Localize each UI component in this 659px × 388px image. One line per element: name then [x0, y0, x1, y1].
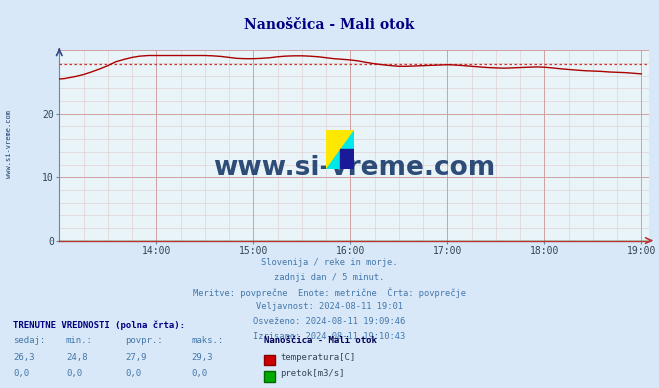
Text: maks.:: maks.: — [191, 336, 223, 345]
Text: povpr.:: povpr.: — [125, 336, 163, 345]
Text: Izrisano: 2024-08-11 19:10:43: Izrisano: 2024-08-11 19:10:43 — [253, 332, 406, 341]
Text: Nanoščica - Mali otok: Nanoščica - Mali otok — [244, 18, 415, 32]
Text: Osveženo: 2024-08-11 19:09:46: Osveženo: 2024-08-11 19:09:46 — [253, 317, 406, 326]
Text: Meritve: povprečne  Enote: metrične  Črta: povprečje: Meritve: povprečne Enote: metrične Črta:… — [193, 288, 466, 298]
Text: pretok[m3/s]: pretok[m3/s] — [280, 369, 345, 378]
Text: sedaj:: sedaj: — [13, 336, 45, 345]
Text: 0,0: 0,0 — [125, 369, 141, 378]
Text: 0,0: 0,0 — [66, 369, 82, 378]
Text: min.:: min.: — [66, 336, 93, 345]
Text: temperatura[C]: temperatura[C] — [280, 353, 355, 362]
Text: 29,3: 29,3 — [191, 353, 213, 362]
Polygon shape — [326, 130, 354, 169]
Polygon shape — [326, 130, 354, 169]
Text: Nanoščica - Mali otok: Nanoščica - Mali otok — [264, 336, 376, 345]
Text: 27,9: 27,9 — [125, 353, 147, 362]
Text: Veljavnost: 2024-08-11 19:01: Veljavnost: 2024-08-11 19:01 — [256, 302, 403, 311]
Text: Slovenija / reke in morje.: Slovenija / reke in morje. — [261, 258, 398, 267]
Text: 0,0: 0,0 — [191, 369, 207, 378]
Polygon shape — [340, 149, 354, 169]
Text: www.si-vreme.com: www.si-vreme.com — [213, 155, 496, 181]
Text: www.si-vreme.com: www.si-vreme.com — [5, 109, 12, 178]
Text: 26,3: 26,3 — [13, 353, 35, 362]
Text: TRENUTNE VREDNOSTI (polna črta):: TRENUTNE VREDNOSTI (polna črta): — [13, 320, 185, 329]
Text: 24,8: 24,8 — [66, 353, 88, 362]
Text: 0,0: 0,0 — [13, 369, 29, 378]
Text: zadnji dan / 5 minut.: zadnji dan / 5 minut. — [274, 273, 385, 282]
